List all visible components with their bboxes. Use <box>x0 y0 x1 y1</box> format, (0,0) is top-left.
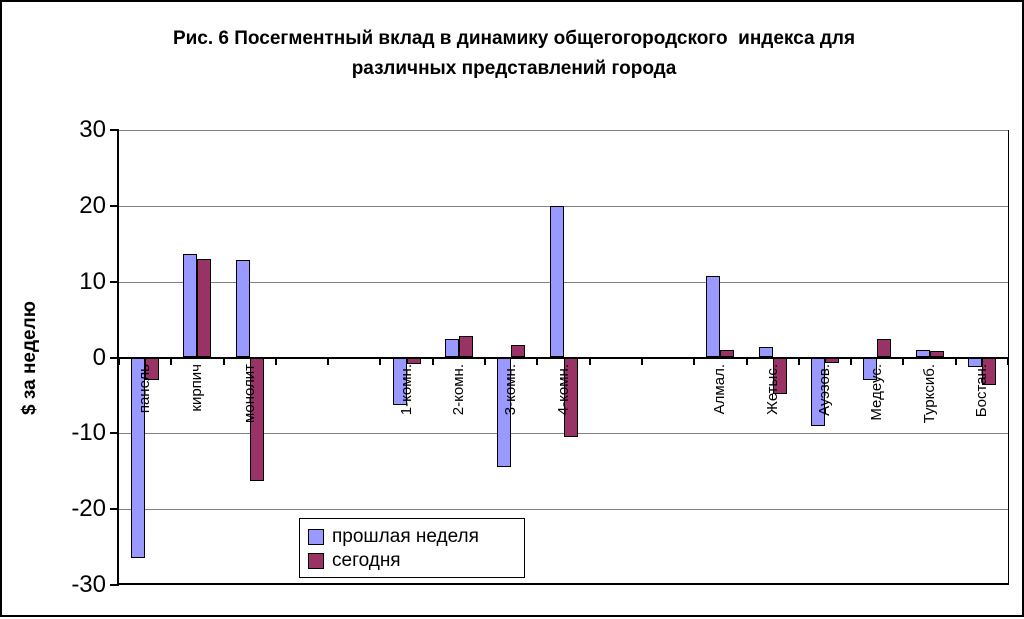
category-label-Ауэзов.: Ауэзов. <box>815 363 833 416</box>
x-axis-tick <box>327 358 330 365</box>
y-axis-tick <box>110 356 119 359</box>
bar-last-week-4-комн. <box>549 205 564 358</box>
legend-label-today: сегодня <box>332 550 401 571</box>
bar-today-Жетыс. <box>772 357 787 394</box>
bar-today-Бостан. <box>981 357 996 385</box>
category-label-Турксиб.: Турксиб. <box>920 363 938 423</box>
legend: прошлая неделя сегодня <box>299 518 525 578</box>
bar-today-панель <box>145 357 160 381</box>
x-axis-tick <box>431 358 434 365</box>
x-axis-tick <box>693 358 696 365</box>
plot-border-right <box>1008 130 1009 585</box>
gridline-y--20 <box>119 509 1008 511</box>
legend-label-last-week: прошлая неделя <box>332 526 479 547</box>
bar-today-Ауэзов. <box>824 357 839 363</box>
category-label-Жетыс.: Жетыс. <box>763 363 781 415</box>
y-axis-tick <box>110 280 119 283</box>
gridline-y-30 <box>119 130 1008 131</box>
y-tick-label: 20 <box>79 191 106 219</box>
x-axis-tick <box>640 358 643 365</box>
bar-today-2-комн. <box>458 335 473 358</box>
bar-last-week-Медеус. <box>863 357 878 381</box>
category-label-Медеус.: Медеус. <box>868 363 886 421</box>
legend-item-last-week: прошлая неделя <box>308 525 516 549</box>
x-axis-tick <box>745 358 748 365</box>
x-axis-tick <box>379 358 382 365</box>
y-axis-line <box>117 130 119 585</box>
y-axis-tick <box>110 432 119 435</box>
category-label-панель: панель <box>136 363 154 413</box>
bar-last-week-Жетыс. <box>758 346 773 358</box>
bar-last-week-3-комн. <box>497 357 512 467</box>
bar-last-week-1-комн. <box>392 357 407 405</box>
y-tick-label: 10 <box>79 267 106 295</box>
x-axis-tick <box>484 358 487 365</box>
x-axis-tick <box>1007 358 1009 365</box>
category-label-кирпич: кирпич <box>188 363 206 412</box>
category-label-монолит: монолит <box>240 363 258 423</box>
plot-border-bottom <box>119 583 1008 585</box>
bar-last-week-Бостан. <box>967 357 982 367</box>
gridline-y-20 <box>119 205 1008 207</box>
bar-today-1-комн. <box>406 357 421 365</box>
y-tick-label: -20 <box>71 495 106 523</box>
bar-last-week-монолит <box>235 260 250 358</box>
x-axis-tick <box>850 358 853 365</box>
bar-last-week-Алмал. <box>706 275 721 358</box>
bar-today-Медеус. <box>877 339 892 358</box>
bar-today-Алмал. <box>720 349 735 358</box>
y-axis-tick <box>110 584 119 586</box>
y-axis-tick <box>110 204 119 207</box>
y-axis-tick <box>110 508 119 511</box>
category-label-Алмал.: Алмал. <box>711 363 729 414</box>
bar-last-week-2-комн. <box>444 339 459 358</box>
legend-swatch-today <box>308 553 324 569</box>
chart-title-line1: Рис. 6 Посегментный вклад в динамику общ… <box>172 28 856 49</box>
x-axis-tick <box>954 358 957 365</box>
category-label-2-комн.: 2-комн. <box>449 363 467 415</box>
x-axis-tick <box>797 358 800 365</box>
gridline-y-10 <box>119 281 1008 283</box>
category-label-3-комн.: 3-комн. <box>502 363 520 415</box>
x-axis-tick <box>222 358 225 365</box>
category-label-1-комн.: 1-комн. <box>397 363 415 415</box>
bar-today-Турксиб. <box>929 351 944 358</box>
x-axis-tick <box>902 358 905 365</box>
bar-last-week-Ауэзов. <box>810 357 825 426</box>
y-tick-label: -30 <box>71 571 106 598</box>
bar-today-кирпич <box>197 258 212 358</box>
x-axis-tick <box>274 358 277 365</box>
y-axis-tick <box>110 129 119 131</box>
y-axis-title: $ за неделю <box>19 300 40 415</box>
category-label-Бостан.: Бостан. <box>972 363 990 417</box>
bar-today-3-комн. <box>511 345 526 358</box>
x-axis-tick <box>536 358 539 365</box>
chart-title-line2: различных представлений города <box>351 58 677 79</box>
bar-last-week-Турксиб. <box>915 349 930 358</box>
legend-swatch-last-week <box>308 529 324 545</box>
bar-last-week-кирпич <box>183 253 198 358</box>
x-axis-tick <box>170 358 173 365</box>
bar-today-4-комн. <box>563 357 578 438</box>
x-axis-tick <box>118 358 120 365</box>
bar-today-монолит <box>249 357 264 482</box>
x-axis-tick <box>588 358 591 365</box>
category-label-4-комн.: 4-комн. <box>554 363 572 415</box>
chart-title: Рис. 6 Посегментный вклад в динамику общ… <box>2 24 1024 84</box>
y-tick-label: 30 <box>79 116 106 143</box>
legend-item-today: сегодня <box>308 549 516 573</box>
y-tick-label: -10 <box>71 419 106 447</box>
bar-last-week-панель <box>131 357 146 559</box>
y-tick-label: 0 <box>92 343 106 371</box>
